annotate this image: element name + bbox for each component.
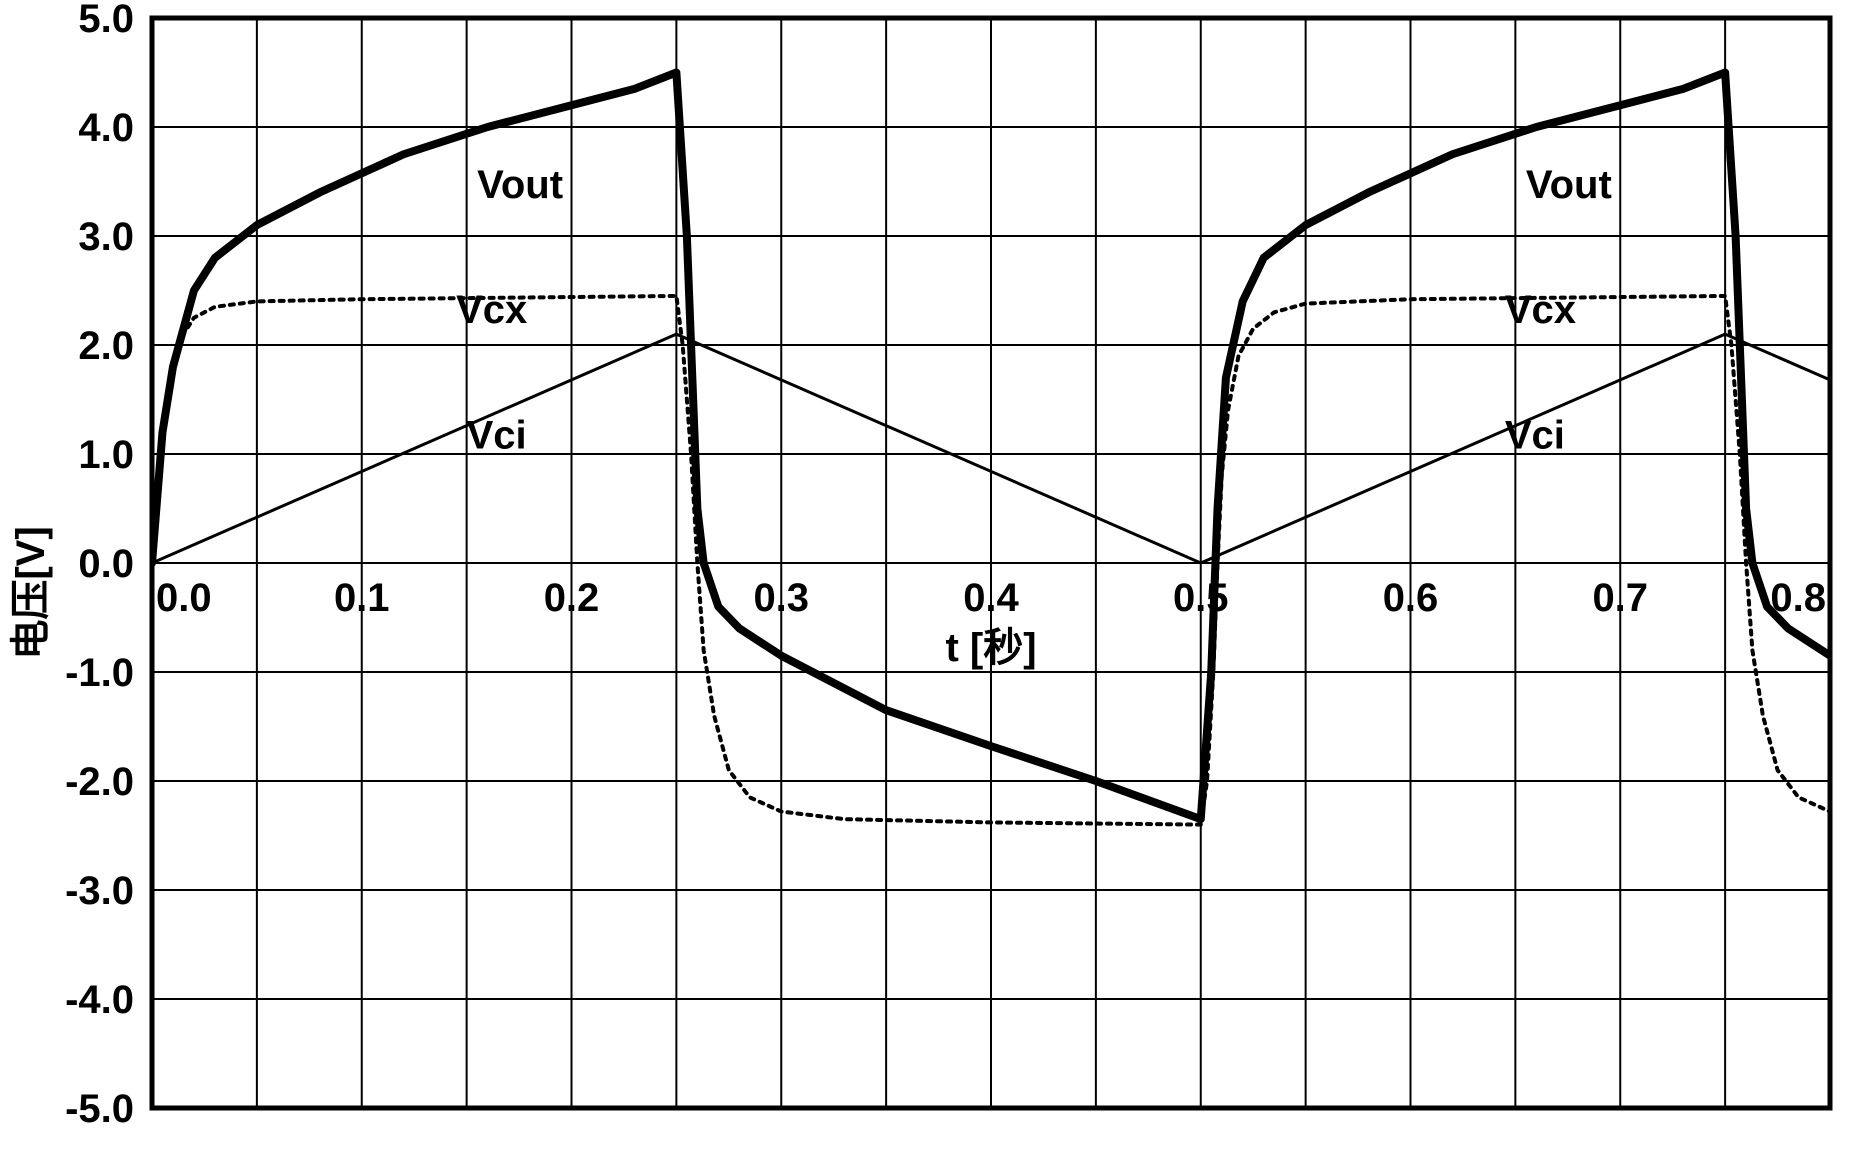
series-label-vout: Vout xyxy=(477,163,563,207)
chart-svg: -5.0 -4.0 -3.0 -2.0 -1.0 0.0 1.0 2.0 3.0 4.0 5.0 0.… xyxy=(0,0,1872,1163)
xtick-label: 0.6 xyxy=(1383,576,1439,620)
ytick-label: -3.0 xyxy=(65,869,134,913)
ytick-label: 1.0 xyxy=(78,433,134,477)
ytick-label: 4.0 xyxy=(78,106,134,150)
xtick-label: 0.2 xyxy=(544,576,600,620)
ylabel: 电压[V] xyxy=(9,526,53,659)
ytick-label: -4.0 xyxy=(65,978,134,1022)
series-label-vout: Vout xyxy=(1526,163,1612,207)
series-label-vcx: Vcx xyxy=(1505,288,1576,332)
ytick-label: -2.0 xyxy=(65,760,134,804)
series-label-vci: Vci xyxy=(1505,414,1565,458)
ytick-label: 3.0 xyxy=(78,215,134,259)
xtick-label: 0.5 xyxy=(1173,576,1229,620)
xtick-label: 0.4 xyxy=(963,576,1019,620)
xtick-label: 0.1 xyxy=(334,576,390,620)
xtick-label: 0.0 xyxy=(156,576,212,620)
ytick-label: -1.0 xyxy=(65,651,134,695)
series-label-vcx: Vcx xyxy=(456,288,527,332)
ytick-label: 2.0 xyxy=(78,324,134,368)
ytick-label: -5.0 xyxy=(65,1087,134,1131)
xtick-label: 0.7 xyxy=(1592,576,1648,620)
ytick-label: 5.0 xyxy=(78,0,134,41)
xlabel: t [秒] xyxy=(945,626,1036,670)
xtick-label: 0.3 xyxy=(753,576,809,620)
ytick-label: 0.0 xyxy=(78,542,134,586)
voltage-chart: -5.0 -4.0 -3.0 -2.0 -1.0 0.0 1.0 2.0 3.0 4.0 5.0 0.… xyxy=(0,0,1872,1163)
series-label-vci: Vci xyxy=(467,414,527,458)
